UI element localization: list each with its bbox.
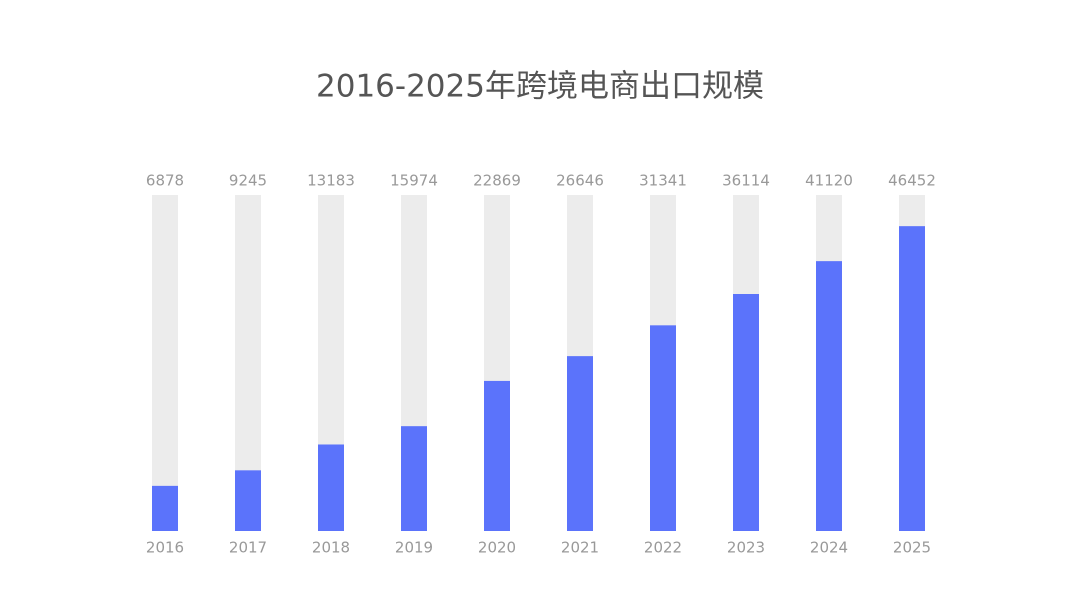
bar-track: [152, 195, 178, 531]
bar: [318, 444, 344, 531]
bar: [650, 325, 676, 531]
bar: [899, 226, 925, 531]
x-tick-label: 2017: [229, 539, 267, 557]
x-tick-label: 2024: [810, 539, 848, 557]
bar: [567, 356, 593, 531]
value-label: 41120: [805, 172, 853, 190]
x-tick-label: 2025: [893, 539, 931, 557]
x-tick-label: 2020: [478, 539, 516, 557]
bar: [235, 470, 261, 531]
value-label: 36114: [722, 172, 770, 190]
x-tick-label: 2023: [727, 539, 765, 557]
x-tick-label: 2016: [146, 539, 184, 557]
bar: [484, 380, 510, 531]
bar: [816, 261, 842, 531]
x-tick-label: 2022: [644, 539, 682, 557]
x-tick-label: 2021: [561, 539, 599, 557]
value-label: 26646: [556, 172, 604, 190]
bar: [152, 485, 178, 531]
value-label: 6878: [146, 172, 184, 190]
value-label: 31341: [639, 172, 687, 190]
bar: [733, 294, 759, 531]
value-label: 15974: [390, 172, 438, 190]
value-label: 46452: [888, 172, 936, 190]
value-label: 9245: [229, 172, 267, 190]
x-tick-label: 2019: [395, 539, 433, 557]
chart-title: 2016-2025年跨境电商出口规模: [316, 69, 764, 105]
value-label: 13183: [307, 172, 355, 190]
bar: [401, 426, 427, 531]
value-label: 22869: [473, 172, 521, 190]
x-tick-label: 2018: [312, 539, 350, 557]
